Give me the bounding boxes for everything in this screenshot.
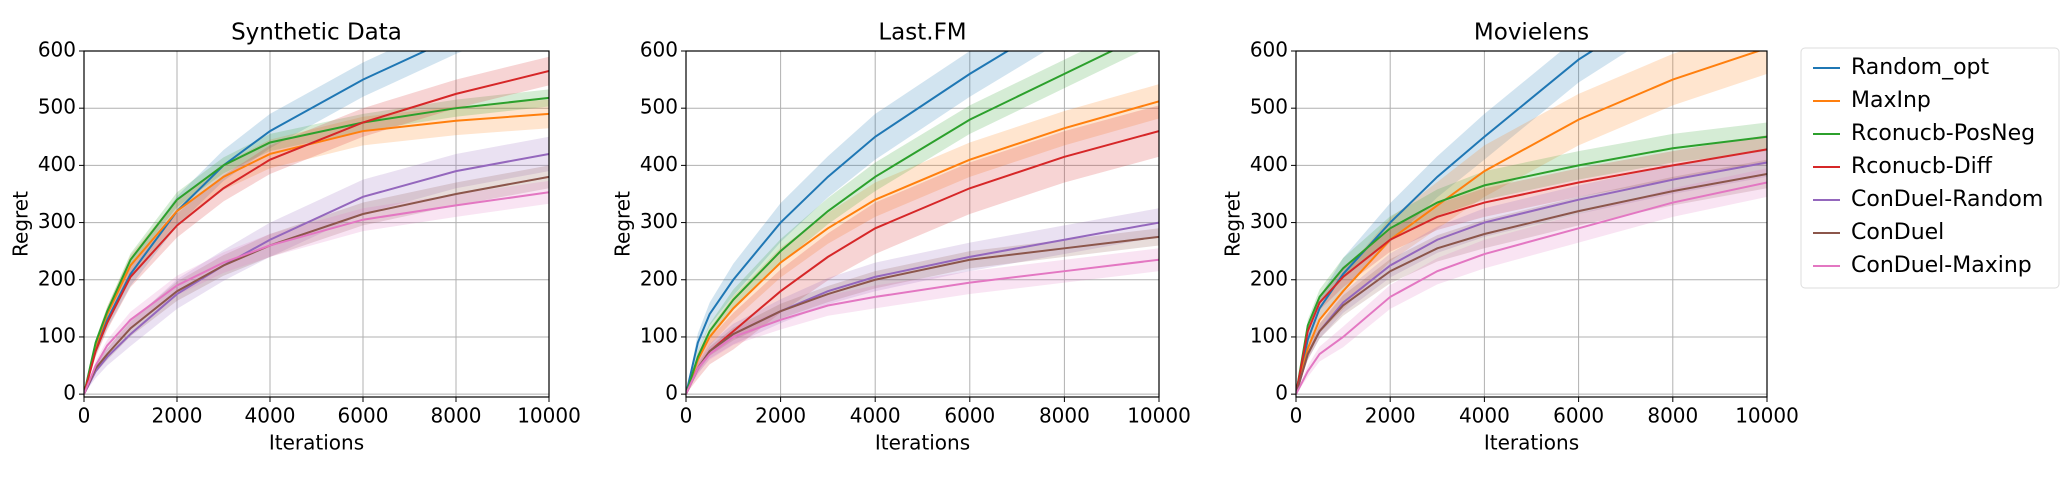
y-tick-label: 500	[38, 95, 76, 119]
legend-frame	[1800, 47, 2060, 289]
x-tick-label: 0	[680, 404, 693, 428]
legend-label: ConDuel-Maxinp	[1851, 253, 2032, 278]
y-tick-label: 0	[63, 381, 76, 405]
line	[1296, 51, 1762, 395]
y-tick-label: 0	[665, 381, 678, 405]
confidence-band	[84, 99, 549, 395]
x-tick-label: 8000	[1647, 404, 1698, 428]
x-axis-label: Iterations	[875, 431, 970, 455]
x-tick-label: 4000	[1459, 404, 1510, 428]
line	[84, 175, 549, 395]
y-tick-label: 300	[38, 209, 76, 233]
axes-frame	[1295, 50, 1768, 398]
line	[84, 96, 549, 395]
line	[84, 152, 549, 395]
x-tick-label: 2000	[152, 404, 203, 428]
plot-area	[84, 51, 549, 395]
line	[84, 191, 549, 395]
confidence-band	[686, 105, 1159, 395]
line	[1296, 148, 1767, 395]
legend-label: MaxInp	[1851, 88, 1931, 113]
y-tick-label: 600	[1250, 38, 1288, 62]
confidence-band	[1296, 135, 1767, 395]
line	[84, 51, 428, 395]
plot-area	[686, 51, 1159, 395]
x-tick-label: 4000	[850, 404, 901, 428]
y-axis-label: Regret	[1221, 191, 1245, 257]
x-tick-label: 8000	[431, 404, 482, 428]
chart-title: Movielens	[1474, 20, 1589, 46]
y-tick-label: 400	[38, 152, 76, 176]
line	[84, 70, 549, 395]
y-tick-label: 100	[1250, 323, 1288, 347]
legend-label: Rconucb-Diff	[1851, 154, 1993, 179]
x-tick-label: 0	[1290, 404, 1303, 428]
line	[1296, 172, 1767, 395]
y-tick-label: 600	[640, 38, 678, 62]
x-axis-label: Iterations	[1484, 431, 1579, 455]
y-axis-label: Regret	[9, 191, 33, 257]
legend-label: Rconucb-PosNeg	[1851, 121, 2035, 146]
confidence-band	[84, 136, 549, 395]
chart-title: Last.FM	[878, 20, 966, 46]
y-tick-label: 100	[640, 323, 678, 347]
legend-label: ConDuel-Random	[1851, 187, 2043, 212]
confidence-band	[686, 208, 1159, 395]
y-tick-label: 300	[1250, 209, 1288, 233]
line	[686, 51, 1010, 395]
y-tick-label: 100	[38, 323, 76, 347]
x-tick-label: 2000	[755, 404, 806, 428]
x-tick-label: 8000	[1039, 404, 1090, 428]
y-tick-label: 200	[38, 266, 76, 290]
axes-frame	[685, 50, 1160, 398]
line	[1296, 135, 1767, 395]
x-tick-label: 10000	[517, 404, 581, 428]
line	[1296, 181, 1767, 395]
y-axis-label: Regret	[611, 191, 635, 257]
y-tick-label: 200	[640, 266, 678, 290]
x-tick-label: 6000	[944, 404, 995, 428]
x-tick-label: 2000	[1365, 404, 1416, 428]
line	[1296, 51, 1594, 395]
y-tick-label: 400	[640, 152, 678, 176]
y-tick-label: 600	[38, 38, 76, 62]
confidence-band	[1296, 122, 1767, 395]
confidence-band	[1296, 168, 1767, 395]
y-tick-label: 200	[1250, 266, 1288, 290]
plot-area	[1296, 51, 1767, 395]
confidence-band	[84, 180, 549, 395]
y-tick-label: 300	[640, 209, 678, 233]
confidence-band	[686, 248, 1159, 395]
x-tick-label: 10000	[1735, 404, 1799, 428]
y-tick-label: 400	[1250, 152, 1288, 176]
x-tick-label: 6000	[1553, 404, 1604, 428]
y-tick-label: 500	[1250, 95, 1288, 119]
y-tick-label: 500	[640, 95, 678, 119]
x-tick-label: 4000	[245, 404, 296, 428]
line	[686, 258, 1159, 395]
legend-label: Random_opt	[1851, 55, 1990, 80]
x-tick-label: 10000	[1127, 404, 1191, 428]
x-tick-label: 0	[78, 404, 91, 428]
legend: Random_opt MaxInp Rconucb-PosNeg Rconucb-Di…	[1800, 47, 2060, 289]
line	[686, 51, 1114, 395]
axes-frame	[83, 50, 550, 398]
y-tick-label: 0	[1275, 381, 1288, 405]
chart-title: Synthetic Data	[231, 20, 402, 46]
confidence-band	[84, 165, 549, 395]
x-axis-label: Iterations	[269, 431, 364, 455]
legend-label: ConDuel	[1851, 220, 1944, 245]
line	[686, 100, 1159, 395]
x-tick-label: 6000	[338, 404, 389, 428]
